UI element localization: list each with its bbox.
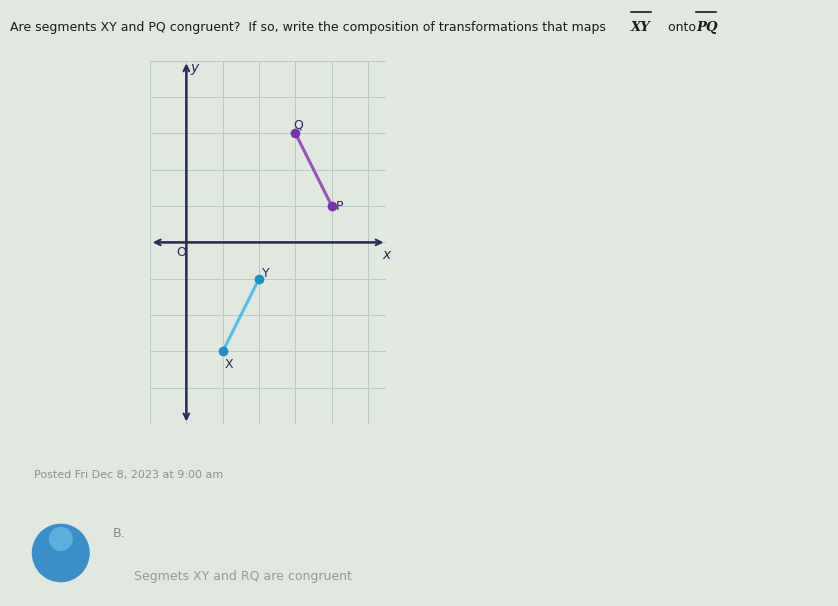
Text: Posted Fri Dec 8, 2023 at 9:00 am: Posted Fri Dec 8, 2023 at 9:00 am <box>34 470 223 480</box>
Text: y: y <box>191 61 199 75</box>
Text: XY: XY <box>631 21 651 34</box>
Text: onto: onto <box>664 21 700 34</box>
Text: PQ: PQ <box>696 21 718 34</box>
Text: B.: B. <box>113 527 126 540</box>
Circle shape <box>33 524 89 582</box>
Text: x: x <box>383 248 391 262</box>
Text: Q: Q <box>293 119 303 132</box>
Text: X: X <box>225 358 233 371</box>
Circle shape <box>49 527 72 550</box>
Text: Segmets XY and RQ are congruent: Segmets XY and RQ are congruent <box>134 570 352 582</box>
Text: P: P <box>335 199 343 213</box>
Text: O: O <box>176 246 186 259</box>
Text: Are segments XY and PQ congruent?  If so, write the composition of transformatio: Are segments XY and PQ congruent? If so,… <box>10 21 610 34</box>
Text: Y: Y <box>262 267 270 280</box>
